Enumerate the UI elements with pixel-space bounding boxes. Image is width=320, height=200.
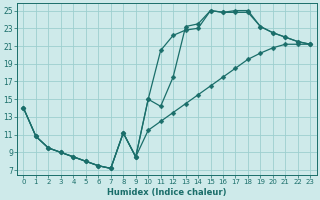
X-axis label: Humidex (Indice chaleur): Humidex (Indice chaleur) [107, 188, 227, 197]
